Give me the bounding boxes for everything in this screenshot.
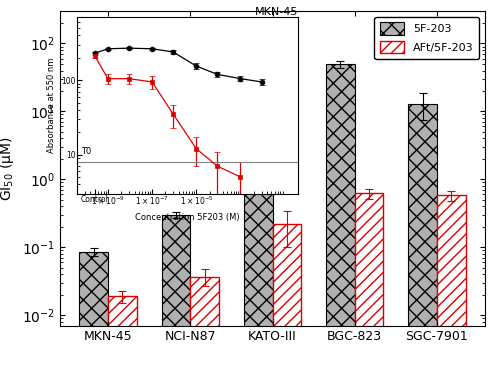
Bar — [190, 276, 219, 370]
Bar — [108, 296, 137, 370]
Y-axis label: GI$_{50}$ (μM): GI$_{50}$ (μM) — [0, 136, 16, 201]
Bar — [326, 64, 354, 370]
Bar — [272, 224, 302, 370]
Legend: 5F-203, AFt/5F-203: 5F-203, AFt/5F-203 — [374, 17, 480, 59]
Bar — [408, 104, 437, 370]
Bar — [80, 252, 108, 370]
Bar — [162, 215, 190, 370]
Bar — [354, 194, 384, 370]
Bar — [437, 195, 466, 370]
Bar — [244, 79, 272, 370]
